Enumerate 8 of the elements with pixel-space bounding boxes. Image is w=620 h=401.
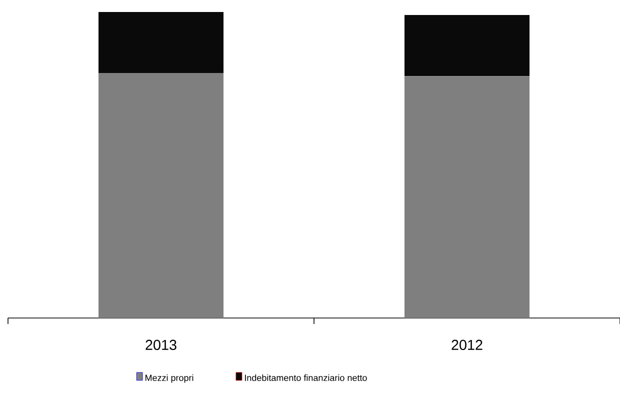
x-tick-label: 2013	[146, 340, 176, 350]
bar	[404, 76, 530, 318]
legend-label: Indebitamento finanziario netto	[244, 374, 367, 382]
legend-label: Mezzi propri	[145, 374, 194, 383]
bar	[98, 73, 224, 318]
x-tick-label: 2012	[452, 340, 482, 350]
bar	[98, 12, 224, 74]
bar	[404, 15, 530, 76]
